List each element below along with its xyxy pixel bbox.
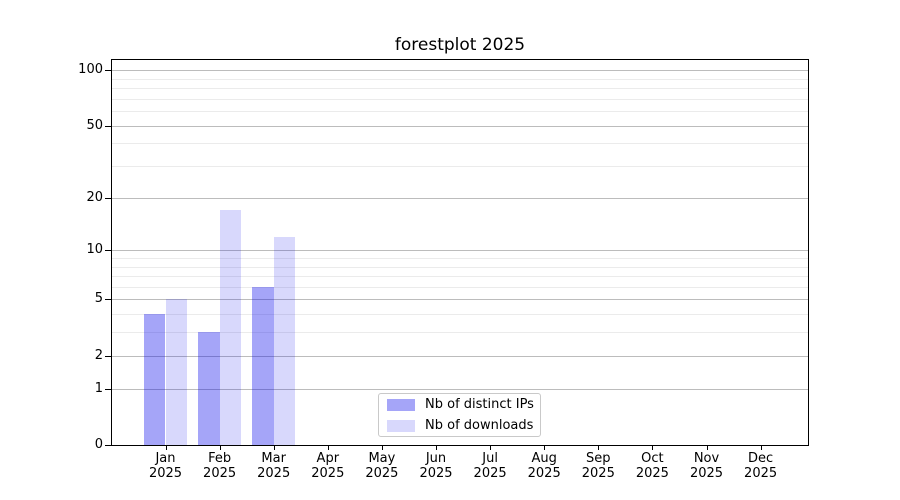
x-tick-label-dec: Dec 2025 (731, 451, 791, 481)
bar-downloads-feb (219, 210, 242, 445)
gridline-minor-90 (112, 78, 808, 80)
x-tick-month: Apr (316, 451, 340, 466)
x-tick-month: Jul (482, 451, 498, 466)
gridline-minor-3 (112, 332, 808, 334)
x-tickmark-jul (490, 446, 492, 450)
x-tick-month: Dec (748, 451, 774, 466)
x-tick-label-aug: Aug 2025 (514, 451, 574, 481)
x-tick-year: 2025 (257, 466, 291, 481)
y-tickmark-0 (105, 445, 111, 446)
gridline-minor-6 (112, 286, 808, 288)
y-tickmark-2 (105, 355, 111, 357)
y-tickmark-5 (105, 299, 111, 301)
x-tick-month: Sep (586, 451, 611, 466)
y-tick-label-50: 50 (86, 117, 103, 133)
x-tick-month: Oct (641, 451, 664, 466)
y-tick-label-10: 10 (86, 242, 103, 258)
x-tick-year: 2025 (419, 466, 453, 481)
x-tick-month: Mar (261, 451, 286, 466)
x-tickmark-sep (598, 446, 600, 450)
legend-label-downloads: Nb of downloads (425, 418, 534, 433)
x-tick-year: 2025 (527, 466, 561, 481)
x-tickmark-apr (327, 446, 329, 450)
x-tick-year: 2025 (311, 466, 345, 481)
x-tick-month: May (368, 451, 396, 466)
x-tickmark-may (381, 446, 383, 450)
x-tickmark-oct (652, 446, 654, 450)
x-tick-year: 2025 (473, 466, 507, 481)
x-tickmark-dec (760, 446, 762, 450)
gridline-minor-40 (112, 143, 808, 145)
x-tick-year: 2025 (635, 466, 669, 481)
y-tick-label-5: 5 (94, 291, 103, 307)
x-tickmark-mar (273, 446, 275, 450)
y-tick-label-20: 20 (86, 189, 103, 205)
gridline-minor-30 (112, 166, 808, 167)
x-tick-month: Nov (693, 451, 720, 466)
y-tick-label-2: 2 (94, 347, 103, 363)
x-tickmark-aug (544, 446, 546, 450)
x-tick-label-sep: Sep 2025 (568, 451, 628, 481)
x-tick-label-apr: Apr 2025 (298, 451, 358, 481)
bar-downloads-mar (273, 236, 296, 445)
legend-swatch-downloads-icon (387, 419, 415, 432)
gridline-minor-7 (112, 276, 808, 277)
legend-item-distinct-ips: Nb of distinct IPs (387, 397, 534, 412)
x-tickmark-nov (706, 446, 708, 450)
x-tick-year: 2025 (744, 466, 778, 481)
gridline-minor-80 (112, 87, 808, 89)
x-tick-label-jun: Jun 2025 (406, 451, 466, 481)
x-tick-month: Aug (531, 451, 557, 466)
gridline-major-100 (112, 70, 808, 71)
legend: Nb of distinct IPs Nb of downloads (378, 393, 541, 437)
x-tick-label-may: May 2025 (352, 451, 412, 481)
x-tick-label-mar: Mar 2025 (244, 451, 304, 481)
y-tickmark-10 (105, 250, 111, 252)
gridline-minor-70 (112, 98, 808, 100)
bar-distinct-ips-jan (143, 314, 166, 445)
gridline-minor-60 (112, 111, 808, 112)
x-tick-label-nov: Nov 2025 (677, 451, 737, 481)
x-tickmark-jan (165, 446, 167, 450)
chart-title: forestplot 2025 (394, 35, 526, 55)
gridline-major-1 (112, 388, 808, 390)
gridline-major-5 (112, 299, 808, 301)
bar-distinct-ips-feb (198, 332, 220, 445)
gridline-major-50 (112, 125, 808, 127)
legend-swatch-distinct-ips-icon (387, 398, 415, 411)
bar-downloads-jan (165, 299, 188, 445)
gridline-major-10 (112, 250, 808, 252)
x-tick-year: 2025 (689, 466, 724, 481)
x-tick-label-jul: Jul 2025 (460, 451, 520, 481)
x-tickmark-jun (436, 446, 437, 450)
x-tick-label-oct: Oct 2025 (622, 451, 682, 481)
gridline-minor-4 (112, 314, 808, 316)
x-tick-label-feb: Feb 2025 (190, 451, 250, 481)
y-tick-label-100: 100 (78, 62, 103, 77)
y-tick-label-0: 0 (94, 437, 103, 452)
x-tick-month: Feb (208, 451, 232, 466)
x-tick-year: 2025 (148, 466, 183, 481)
x-tick-month: Jun (425, 451, 447, 466)
x-tick-label-jan: Jan 2025 (136, 451, 196, 481)
x-tickmark-feb (219, 446, 221, 450)
y-tickmark-100 (105, 70, 111, 71)
gridline-minor-9 (112, 257, 808, 259)
x-tick-year: 2025 (365, 466, 399, 481)
legend-item-downloads: Nb of downloads (387, 418, 534, 433)
y-tickmark-50 (105, 125, 111, 127)
y-tick-label-1: 1 (94, 380, 103, 396)
bar-distinct-ips-mar (252, 286, 274, 445)
gridline-major-20 (112, 197, 808, 199)
y-tickmark-1 (105, 388, 111, 390)
y-tickmark-20 (105, 197, 111, 199)
x-tick-year: 2025 (581, 466, 615, 481)
gridline-minor-8 (112, 266, 808, 268)
x-tick-month: Jan (155, 451, 176, 466)
legend-label-distinct-ips: Nb of distinct IPs (425, 397, 534, 412)
x-tick-year: 2025 (203, 466, 237, 481)
gridline-major-2 (112, 355, 808, 357)
